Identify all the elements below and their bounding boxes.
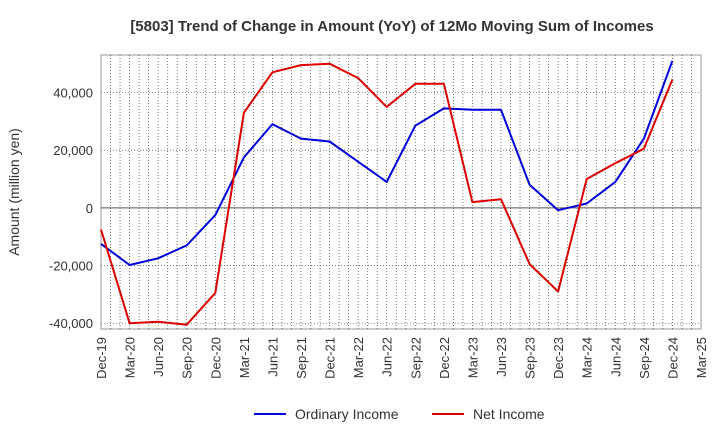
x-tick-label: Mar-24: [580, 337, 595, 378]
x-tick-label: Mar-22: [351, 337, 366, 378]
x-tick-label: Dec-21: [323, 337, 338, 379]
chart-title: [5803] Trend of Change in Amount (YoY) o…: [130, 18, 653, 35]
grid-lines: [101, 55, 701, 329]
legend-label: Ordinary Income: [295, 406, 399, 422]
x-tick-label: Dec-20: [208, 337, 223, 379]
x-tick-label: Jun-24: [608, 337, 623, 377]
x-tick-label: Sep-24: [637, 337, 652, 379]
x-tick-label: Mar-23: [465, 337, 480, 378]
y-tick-label: 40,000: [53, 85, 93, 100]
legend-label: Net Income: [473, 406, 545, 422]
x-tick-label: Dec-22: [437, 337, 452, 379]
y-tick-label: -40,000: [49, 316, 93, 331]
y-tick-label: 20,000: [53, 143, 93, 158]
x-tick-label: Dec-24: [665, 337, 680, 379]
y-tick-label: -20,000: [49, 259, 93, 274]
x-tick-label: Mar-20: [123, 337, 138, 378]
axes: -40,000 -20,000 0 20,000 40,000 Dec-19 Mar-20 J…: [49, 85, 709, 378]
x-tick-label: Sep-20: [180, 337, 195, 379]
x-tick-label: Jun-23: [494, 337, 509, 377]
x-tick-label: Jun-21: [265, 337, 280, 377]
x-tick-label: Dec-19: [94, 337, 109, 379]
series-lines: [100, 60, 674, 326]
series-line-net-income: [100, 62, 674, 326]
x-tick-label: Jun-22: [380, 337, 395, 377]
x-tick-label: Mar-25: [694, 337, 709, 378]
y-tick-label: 0: [86, 201, 93, 216]
legend: Ordinary Income Net Income: [254, 406, 545, 422]
x-tick-label: Sep-23: [523, 337, 538, 379]
x-tick-label: Mar-21: [237, 337, 252, 378]
x-tick-label: Sep-21: [294, 337, 309, 379]
series-line-ordinary-income: [100, 60, 674, 266]
x-tick-label: Jun-20: [151, 337, 166, 377]
x-tick-label: Dec-23: [551, 337, 566, 379]
x-tick-label: Sep-22: [408, 337, 423, 379]
y-axis-label: Amount (million yen): [6, 128, 22, 256]
